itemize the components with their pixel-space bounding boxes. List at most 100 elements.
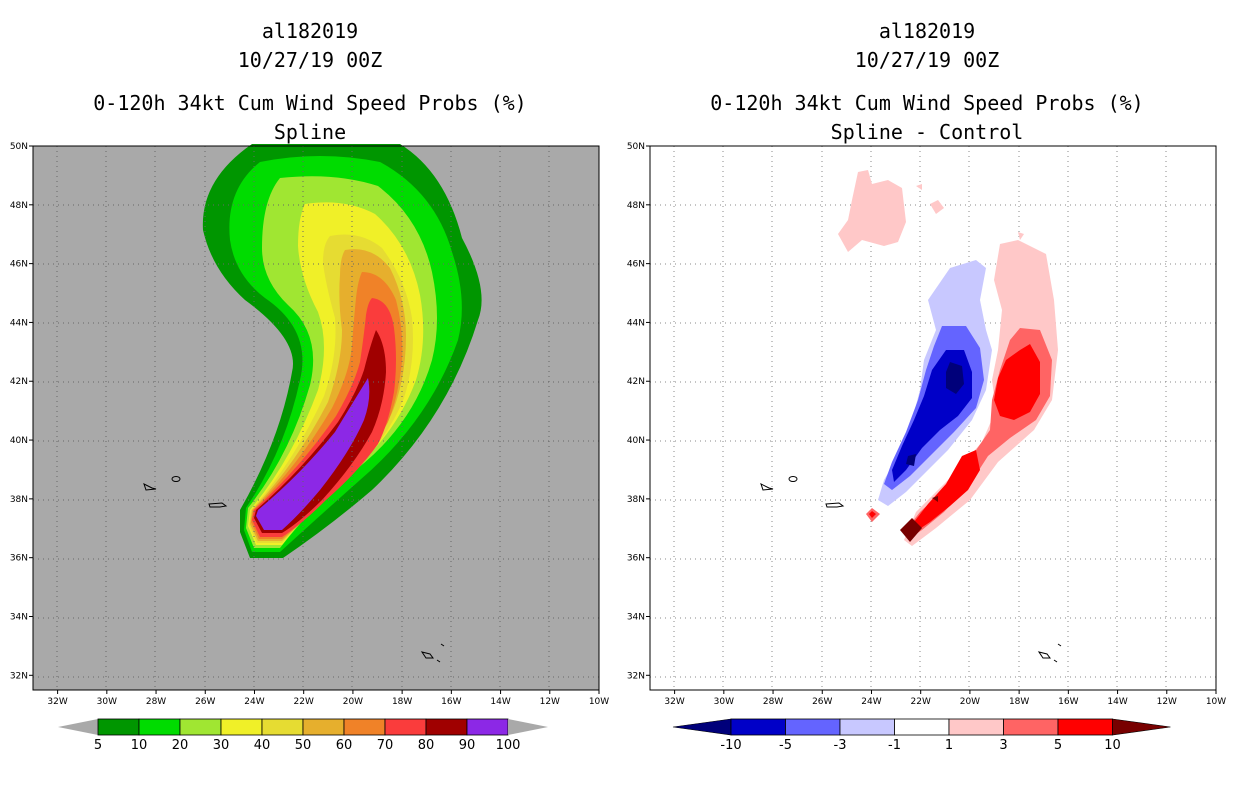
left-colorbar-swatch bbox=[138, 718, 181, 736]
left-ytick-label: 46N bbox=[10, 260, 28, 270]
right-ytick-label: 34N bbox=[627, 612, 645, 622]
diff-pos-1-band bbox=[904, 240, 1058, 546]
left-colorbar-swatch bbox=[302, 718, 345, 736]
right-xtick-label: 20W bbox=[960, 697, 980, 707]
right-date: 10/27/19 00Z bbox=[855, 48, 1000, 72]
right-colorbar-label: 5 bbox=[1054, 738, 1062, 753]
left-colorbar: 5 10 20 30 40 50 60 70 80 90 100 bbox=[58, 718, 548, 753]
left-colorbar-label: 30 bbox=[213, 738, 230, 753]
right-plot-frame bbox=[649, 145, 1217, 691]
left-colorbar-label: 20 bbox=[172, 738, 189, 753]
right-colorbar-label: -1 bbox=[888, 738, 901, 753]
right-xtick-label: 16W bbox=[1058, 697, 1078, 707]
right-colorbar-label: 3 bbox=[999, 738, 1007, 753]
right-ytick-label: 36N bbox=[627, 554, 645, 564]
left-storm-id: al182019 bbox=[262, 19, 358, 43]
right-subtitle: Spline - Control bbox=[831, 120, 1024, 144]
left-plot-frame bbox=[32, 145, 600, 691]
left-colorbar-label: 90 bbox=[459, 738, 476, 753]
left-colorbar-label: 10 bbox=[131, 738, 148, 753]
right-colorbar-swatch bbox=[730, 718, 786, 736]
left-ytick-label: 48N bbox=[10, 201, 28, 211]
right-ytick-label: 38N bbox=[627, 495, 645, 505]
right-ytick-label: 32N bbox=[627, 671, 645, 681]
left-xtick-label: 22W bbox=[294, 697, 314, 707]
left-colorbar-swatch bbox=[425, 718, 468, 736]
left-colorbar-swatch bbox=[220, 718, 263, 736]
right-ytick-label: 50N bbox=[627, 142, 645, 152]
left-colorbar-label: 50 bbox=[295, 738, 312, 753]
right-colorbar-swatch bbox=[839, 718, 895, 736]
diff-pos-10 bbox=[900, 518, 922, 542]
left-xtick-label: 26W bbox=[195, 697, 215, 707]
diff-pos-5 bbox=[994, 344, 1040, 420]
right-xtick-label: 12W bbox=[1157, 697, 1177, 707]
right-colorbar-swatch bbox=[1003, 718, 1059, 736]
left-xtick-label: 28W bbox=[146, 697, 166, 707]
left-subtitle: Spline bbox=[274, 120, 346, 144]
left-ytick-label: 50N bbox=[10, 142, 28, 152]
left-xtick-label: 14W bbox=[490, 697, 510, 707]
right-xtick-label: 22W bbox=[911, 697, 931, 707]
left-ytick-label: 40N bbox=[10, 436, 28, 446]
left-xtick-label: 32W bbox=[47, 697, 67, 707]
right-panel: al182019 10/27/19 00Z 0-120h 34kt Cum Wi… bbox=[627, 19, 1226, 753]
right-xtick-label: 26W bbox=[812, 697, 832, 707]
left-colorbar-swatch bbox=[179, 718, 222, 736]
left-panel: al182019 10/27/19 00Z 0-120h 34kt Cum Wi… bbox=[10, 19, 609, 753]
right-xtick-label: 10W bbox=[1206, 697, 1226, 707]
right-colorbar-label: -3 bbox=[834, 738, 847, 753]
right-ytick-label: 44N bbox=[627, 318, 645, 328]
right-xtick-label: 18W bbox=[1009, 697, 1029, 707]
left-ytick-label: 32N bbox=[10, 671, 28, 681]
left-colorbar-label: 5 bbox=[94, 738, 102, 753]
left-colorbar-high-end bbox=[508, 719, 548, 735]
right-ytick-label: 46N bbox=[627, 260, 645, 270]
right-ytick-label: 40N bbox=[627, 436, 645, 446]
right-colorbar-swatch bbox=[894, 718, 950, 736]
left-colorbar-swatch bbox=[466, 718, 509, 736]
right-axes: 32W 30W 28W 26W 24W 22W 20W 18W 16W 14W 12W 10W 32N 3… bbox=[627, 142, 1226, 707]
diff-neg-10 bbox=[946, 362, 964, 394]
prob-contour-70 bbox=[252, 298, 396, 537]
left-colorbar-swatch bbox=[97, 718, 140, 736]
left-xtick-label: 12W bbox=[540, 697, 560, 707]
right-difference-field bbox=[838, 170, 1058, 546]
left-title: 0-120h 34kt Cum Wind Speed Probs (%) bbox=[93, 91, 526, 115]
left-xtick-label: 24W bbox=[244, 697, 264, 707]
right-colorbar-label: 1 bbox=[945, 738, 953, 753]
left-colorbar-label: 70 bbox=[377, 738, 394, 753]
right-colorbar-label: -10 bbox=[720, 738, 741, 753]
left-colorbar-swatch bbox=[343, 718, 386, 736]
left-ytick-label: 36N bbox=[10, 554, 28, 564]
left-colorbar-swatch bbox=[261, 718, 304, 736]
left-islands bbox=[143, 476, 445, 663]
right-xtick-label: 28W bbox=[763, 697, 783, 707]
left-ytick-label: 34N bbox=[10, 612, 28, 622]
right-ytick-label: 42N bbox=[627, 377, 645, 387]
prob-contour-90 bbox=[256, 378, 370, 530]
right-colorbar: -10 -5 -3 -1 1 3 5 10 bbox=[672, 718, 1171, 753]
left-axes: 32W 30W 28W 26W 24W 22W 20W 18W 16W 14W 12W 10W 32N 3… bbox=[10, 142, 609, 707]
prob-contour-80 bbox=[254, 330, 386, 533]
diff-pos-1-top bbox=[838, 170, 906, 252]
left-ytick-label: 42N bbox=[10, 377, 28, 387]
right-colorbar-low-end bbox=[672, 718, 732, 736]
left-xtick-label: 16W bbox=[441, 697, 461, 707]
left-date: 10/27/19 00Z bbox=[238, 48, 383, 72]
left-ytick-label: 38N bbox=[10, 495, 28, 505]
left-probability-field bbox=[202, 144, 482, 558]
left-xtick-label: 10W bbox=[589, 697, 609, 707]
left-colorbar-label: 100 bbox=[496, 738, 521, 753]
right-colorbar-high-end bbox=[1112, 718, 1171, 736]
right-islands bbox=[760, 476, 1062, 663]
right-xtick-label: 14W bbox=[1107, 697, 1127, 707]
right-colorbar-swatch bbox=[785, 718, 841, 736]
left-colorbar-label: 60 bbox=[336, 738, 353, 753]
right-colorbar-swatch bbox=[948, 718, 1004, 736]
right-ytick-label: 48N bbox=[627, 201, 645, 211]
right-colorbar-swatch bbox=[1057, 718, 1113, 736]
left-colorbar-label: 80 bbox=[418, 738, 435, 753]
right-xtick-label: 24W bbox=[861, 697, 881, 707]
left-xtick-label: 18W bbox=[392, 697, 412, 707]
